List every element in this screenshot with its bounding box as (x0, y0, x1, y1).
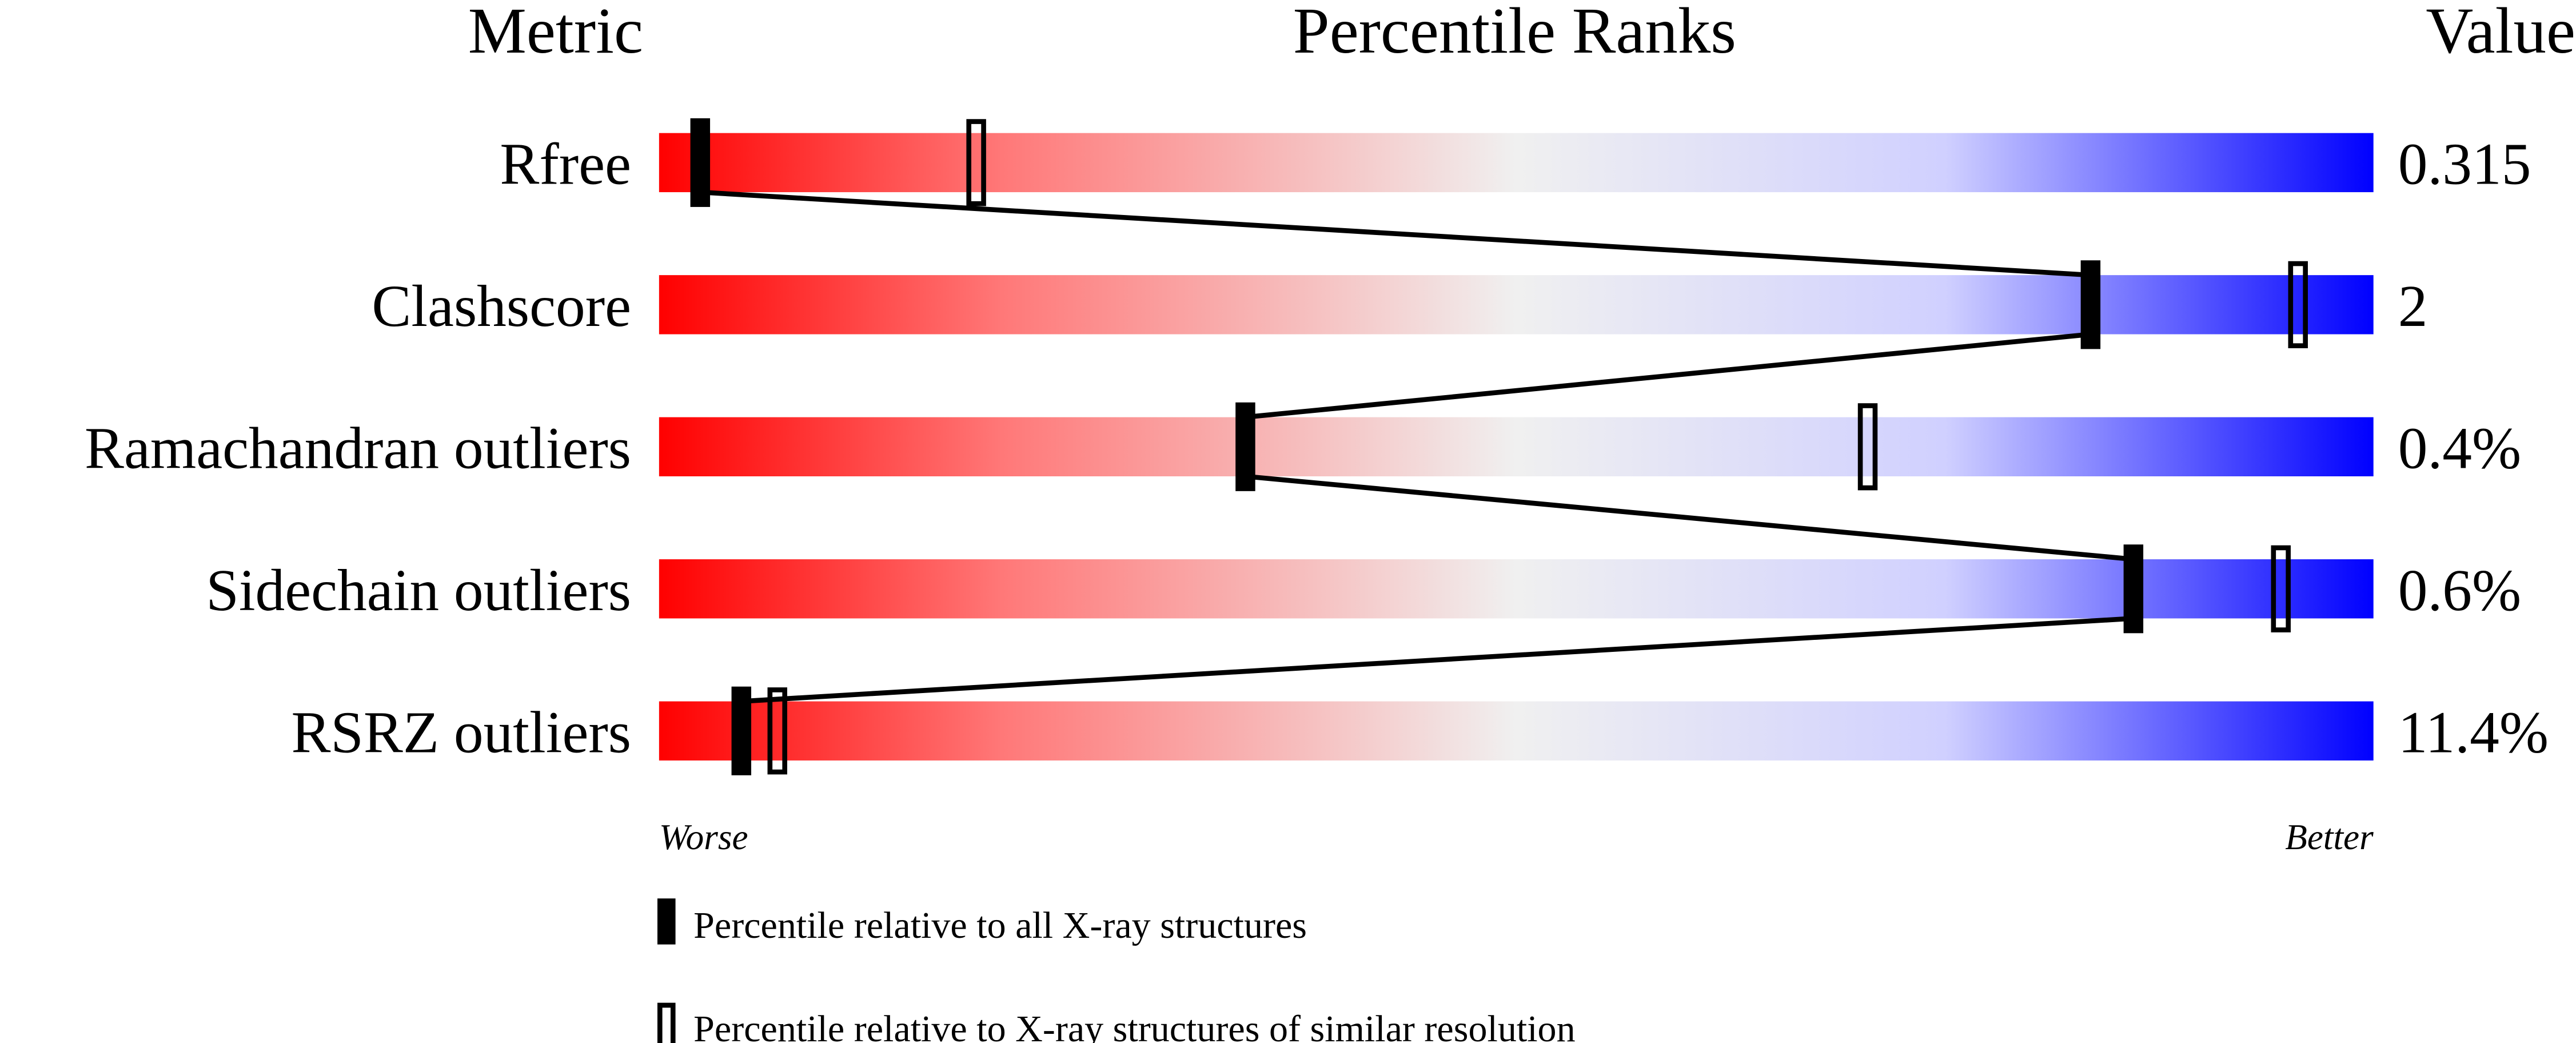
similar-resolution-marker (966, 119, 986, 206)
metric-label: Ramachandran outliers (85, 416, 631, 481)
all-structures-marker (731, 686, 752, 775)
connector-line (1245, 473, 2134, 562)
similar-resolution-marker (1857, 403, 1878, 491)
connector-line (741, 616, 2134, 704)
gradient-bar (659, 133, 2374, 193)
metric-label: Rfree (500, 132, 631, 197)
value-label: 0.315 (2398, 132, 2531, 197)
chart-title: Percentile Ranks (1293, 0, 1736, 67)
gradient-bar (659, 275, 2374, 335)
gradient-bar (659, 417, 2374, 477)
all-structures-marker (2080, 260, 2101, 349)
connector-line (700, 189, 2091, 278)
all-structures-marker (690, 118, 711, 207)
all-structures-marker (1235, 402, 1255, 491)
metric-label: Clashscore (372, 274, 631, 339)
value-label: 0.6% (2398, 558, 2521, 623)
worse-label: Worse (659, 817, 748, 857)
similar-resolution-marker (767, 687, 788, 775)
similar-resolution-marker (2271, 545, 2291, 632)
gradient-bar (659, 559, 2374, 619)
legend-open-label: Percentile relative to X-ray structures … (693, 1008, 1575, 1043)
better-label: Better (2285, 817, 2374, 857)
value-label: 0.4% (2398, 416, 2521, 481)
connector-line (1245, 332, 2091, 420)
legend-open-marker (657, 1002, 676, 1043)
metric-label: RSRZ outliers (291, 700, 631, 766)
all-structures-marker (2123, 544, 2144, 634)
legend-filled-label: Percentile relative to all X-ray structu… (693, 905, 1307, 946)
value-label: 2 (2398, 274, 2428, 339)
gradient-bar (659, 701, 2374, 761)
value-label: 11.4% (2398, 700, 2549, 766)
legend-filled-marker (657, 898, 676, 945)
header-metric: Metric (468, 0, 643, 67)
similar-resolution-marker (2288, 261, 2308, 348)
metric-label: Sidechain outliers (206, 558, 631, 623)
header-value: Value (2426, 0, 2575, 67)
